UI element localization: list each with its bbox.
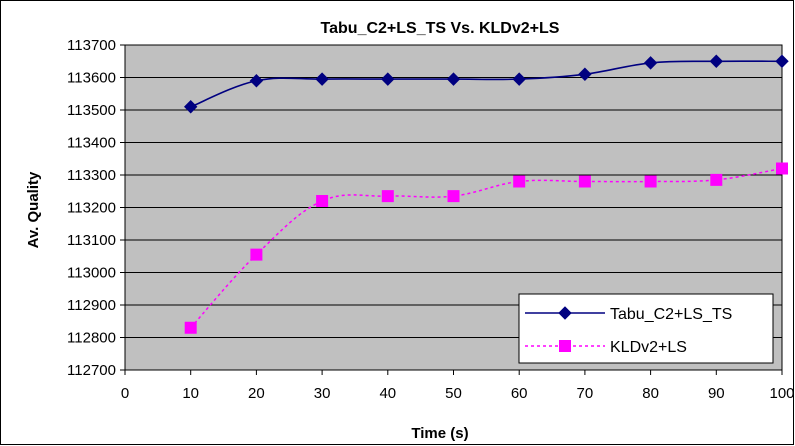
series-layer [183,54,789,334]
x-axis-ticks: 0 10 20 30 40 50 60 70 80 90 100 [121,370,795,402]
data-point [183,100,198,114]
series-line [190,167,783,329]
x-tick-label: 50 [445,385,462,402]
legend-label: KLDv2+LS [610,339,687,356]
data-point [381,190,394,203]
x-tick-label: 70 [577,385,594,402]
data-point [513,175,526,188]
data-point [447,190,460,203]
x-tick-label: 80 [642,385,659,402]
data-point [315,72,329,86]
data-point [316,195,329,207]
data-point [381,72,395,86]
x-tick-label: 90 [708,385,725,402]
y-tick-label: 112900 [67,297,116,314]
series-2 [184,162,788,334]
y-tick-label: 113700 [67,37,116,54]
y-tick-label: 113400 [67,135,116,152]
y-tick-label: 112700 [67,362,116,379]
y-tick-label: 113200 [67,200,116,217]
legend: Tabu_C2+LS_TS KLDv2+LS [518,293,774,364]
y-tick-label: 113600 [67,70,116,87]
y-tick-label: 112800 [67,330,116,347]
legend-label: Tabu_C2+LS_TS [610,306,732,323]
y-tick-label: 113000 [67,265,116,282]
y-axis-ticks: 112700 112800 112900 113000 113100 113200 1133… [67,37,125,379]
x-tick-label: 40 [379,385,396,402]
data-point [184,321,197,334]
data-point [578,67,592,81]
x-tick-label: 20 [248,385,265,402]
data-point [775,54,789,68]
series-1 [183,54,789,114]
y-tick-label: 113100 [67,232,116,249]
series-line [190,60,783,108]
x-axis-label: Time (s) [411,425,468,442]
chart-title: Tabu_C2+LS_TS Vs. KLDv2+LS [321,20,560,37]
legend-marker [558,306,572,320]
data-point [446,72,461,86]
data-point [250,248,263,261]
data-point [709,54,724,68]
data-point [512,72,526,86]
y-tick-label: 113500 [67,102,116,119]
x-tick-label: 30 [314,385,331,402]
y-axis-label: Av. Quality [25,171,42,248]
data-point [710,173,723,186]
y-tick-label: 113300 [67,167,116,184]
legend-box [518,293,774,364]
data-point [249,74,264,88]
data-point [643,56,658,70]
x-tick-label: 10 [182,385,199,402]
grid-lines [125,77,782,338]
legend-marker [559,340,571,352]
data-point [776,162,788,175]
data-point [578,175,591,188]
data-point [644,175,657,188]
x-tick-label: 60 [511,385,528,402]
x-tick-label: 0 [121,385,129,402]
x-tick-label: 100 [769,385,794,402]
